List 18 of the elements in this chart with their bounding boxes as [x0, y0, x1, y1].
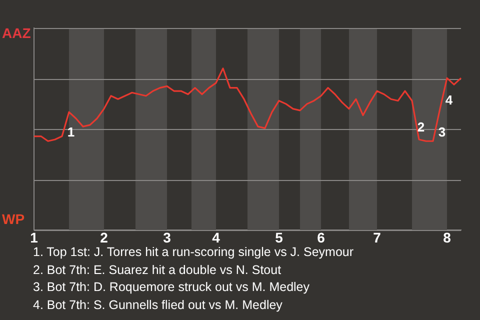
x-tick-label: 8 [443, 229, 452, 246]
x-tick-label: 6 [317, 229, 326, 246]
x-tick-label: 3 [163, 229, 172, 246]
annotation: 3 [438, 124, 446, 140]
x-tick-label: 4 [212, 229, 220, 246]
text: WP [2, 211, 25, 227]
text: 3. Bot 7th: D. Roquemore struck out vs M. Medley [33, 279, 311, 296]
x-tick-label: 1 [30, 229, 38, 246]
text: AAZ [2, 25, 31, 41]
text: 1. Top 1st: J. Torres hit a run-scoring single vs J. Seymour [33, 244, 354, 261]
annotation: 2 [417, 120, 425, 134]
x-tick-label: 7 [373, 229, 382, 246]
text: 4. Bot 7th: S. Gunnells flied out vs M. Medley [33, 296, 284, 314]
x-tick-label: 2 [100, 229, 108, 246]
x-tick-label: 5 [275, 229, 284, 246]
annotation: 4 [445, 92, 453, 108]
text: 2. Bot 7th: E. Suarez hit a double vs N. Stout [33, 262, 282, 278]
annotation: 1 [67, 124, 75, 140]
